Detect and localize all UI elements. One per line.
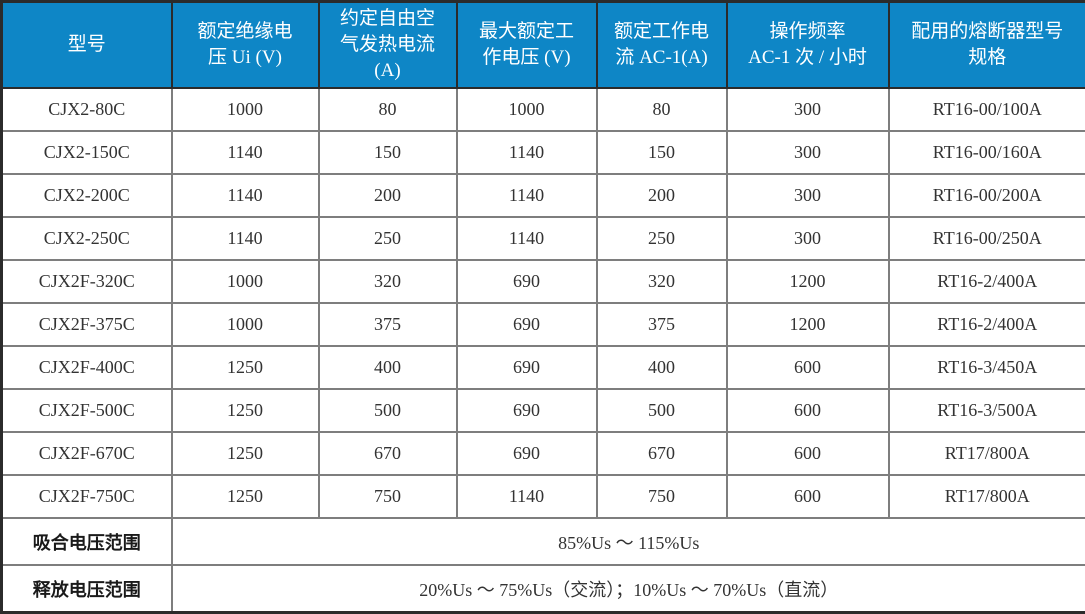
model-cell: CJX2F-375C [2,303,172,346]
value-cell: 300 [727,88,889,131]
footer-value: 20%Us ～ 75%Us（交流）；10%Us ～ 70%Us（直流） [172,565,1085,613]
model-cell: CJX2F-750C [2,475,172,518]
value-cell: 300 [727,217,889,260]
value-cell: 200 [597,174,727,217]
value-cell: 200 [319,174,457,217]
value-cell: 1200 [727,303,889,346]
column-header: 额定绝缘电 压 Ui (V) [172,2,319,89]
value-cell: 500 [319,389,457,432]
value-cell: 1140 [457,217,597,260]
model-cell: CJX2-200C [2,174,172,217]
value-cell: 500 [597,389,727,432]
footer-label: 释放电压范围 [2,565,172,613]
column-header: 最大额定工 作电压 (V) [457,2,597,89]
value-cell: 690 [457,432,597,475]
value-cell: 1000 [457,88,597,131]
value-cell: 750 [319,475,457,518]
value-cell: 320 [597,260,727,303]
value-cell: 1140 [457,131,597,174]
value-cell: 750 [597,475,727,518]
value-cell: 1200 [727,260,889,303]
model-cell: CJX2-150C [2,131,172,174]
value-cell: 1250 [172,389,319,432]
value-cell: 150 [319,131,457,174]
value-cell: 690 [457,303,597,346]
value-cell: 1140 [457,475,597,518]
value-cell: 1250 [172,475,319,518]
model-cell: CJX2-80C [2,88,172,131]
value-cell: 600 [727,432,889,475]
value-cell: 1000 [172,260,319,303]
column-header: 额定工作电 流 AC-1(A) [597,2,727,89]
model-cell: CJX2F-400C [2,346,172,389]
value-cell: 1140 [172,131,319,174]
column-header: 操作频率 AC-1 次 / 小时 [727,2,889,89]
value-cell: 600 [727,346,889,389]
model-cell: CJX2F-500C [2,389,172,432]
value-cell: 600 [727,389,889,432]
value-cell: 1000 [172,303,319,346]
value-cell: 1250 [172,346,319,389]
value-cell: 80 [597,88,727,131]
value-cell: 320 [319,260,457,303]
value-cell: 670 [319,432,457,475]
value-cell: RT17/800A [889,432,1085,475]
value-cell: RT16-00/100A [889,88,1085,131]
value-cell: 1140 [172,174,319,217]
model-cell: CJX2-250C [2,217,172,260]
value-cell: 1140 [172,217,319,260]
value-cell: 300 [727,131,889,174]
value-cell: RT16-00/160A [889,131,1085,174]
value-cell: 1140 [457,174,597,217]
value-cell: 250 [319,217,457,260]
value-cell: 1250 [172,432,319,475]
value-cell: RT16-00/200A [889,174,1085,217]
column-header: 配用的熔断器型号 规格 [889,2,1085,89]
value-cell: 400 [319,346,457,389]
value-cell: 1000 [172,88,319,131]
value-cell: RT17/800A [889,475,1085,518]
value-cell: 375 [319,303,457,346]
footer-value: 85%Us ～ 115%Us [172,518,1085,565]
value-cell: 375 [597,303,727,346]
column-header: 约定自由空 气发热电流 (A) [319,2,457,89]
value-cell: 150 [597,131,727,174]
footer-label: 吸合电压范围 [2,518,172,565]
value-cell: 670 [597,432,727,475]
table-header: 型号额定绝缘电 压 Ui (V)约定自由空 气发热电流 (A)最大额定工 作电压… [2,2,1085,89]
value-cell: 250 [597,217,727,260]
model-cell: CJX2F-670C [2,432,172,475]
value-cell: RT16-2/400A [889,303,1085,346]
value-cell: 690 [457,260,597,303]
value-cell: RT16-2/400A [889,260,1085,303]
value-cell: 400 [597,346,727,389]
value-cell: RT16-00/250A [889,217,1085,260]
value-cell: 300 [727,174,889,217]
value-cell: 80 [319,88,457,131]
value-cell: 600 [727,475,889,518]
value-cell: RT16-3/450A [889,346,1085,389]
header-row: 型号额定绝缘电 压 Ui (V)约定自由空 气发热电流 (A)最大额定工 作电压… [2,2,1085,89]
value-cell: 690 [457,389,597,432]
value-cell: RT16-3/500A [889,389,1085,432]
model-cell: CJX2F-320C [2,260,172,303]
value-cell: 690 [457,346,597,389]
column-header: 型号 [2,2,172,89]
